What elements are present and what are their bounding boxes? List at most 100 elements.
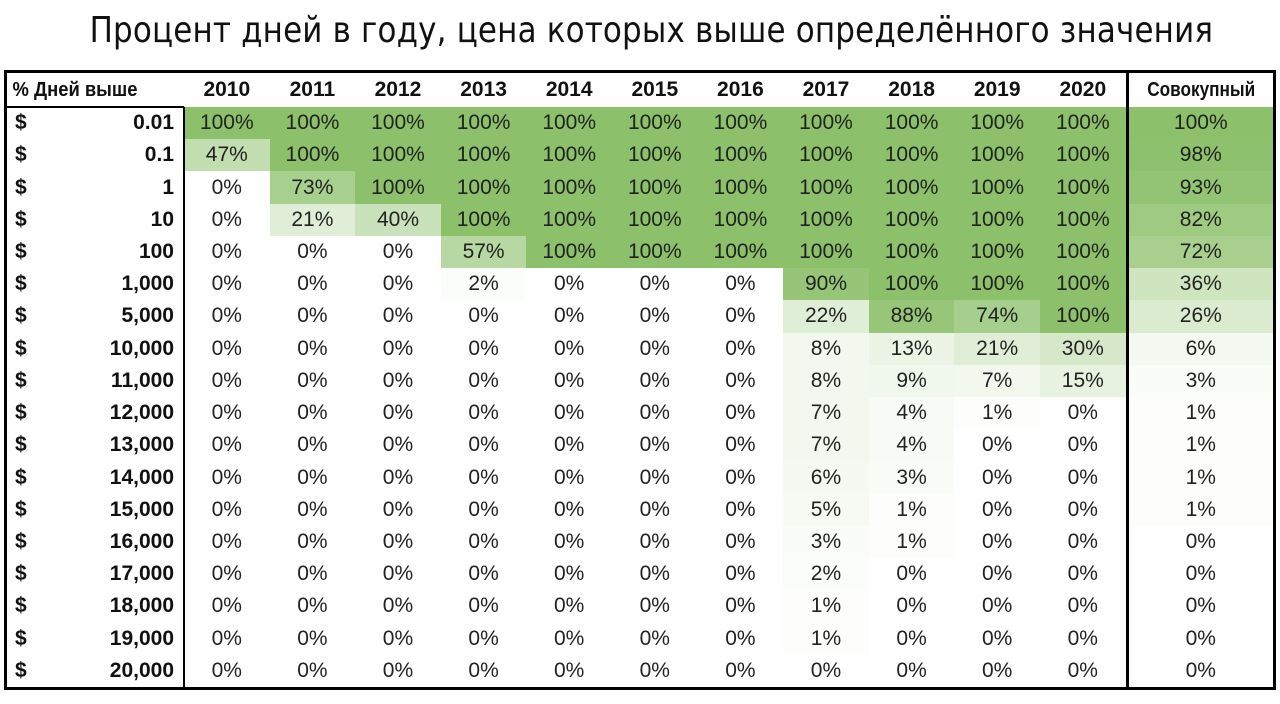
heatmap-cell: 0% xyxy=(612,397,698,430)
heatmap-cell: 0% xyxy=(1040,397,1126,430)
heatmap-cell: 100% xyxy=(783,107,869,140)
heatmap-cell: 100% xyxy=(783,139,869,172)
currency-symbol: $ xyxy=(15,368,27,392)
heatmap-cell: 7% xyxy=(783,429,869,462)
heatmap-cell: 0% xyxy=(440,654,527,687)
heatmap-cell: 100% xyxy=(269,107,356,140)
heatmap-cell: 8% xyxy=(783,332,869,365)
heatmap-cell: 0% xyxy=(526,558,612,591)
heatmap-cell: 0% xyxy=(355,235,441,269)
row-price-label: 10,000 xyxy=(109,336,174,360)
heatmap-cell: 0% xyxy=(697,622,784,655)
currency-symbol: $ xyxy=(15,239,27,263)
heatmap-cell: 100% xyxy=(1040,107,1126,140)
heatmap-cell: 100% xyxy=(868,268,955,301)
heatmap-cell: 0% xyxy=(526,622,612,655)
heatmap-cell: 0% xyxy=(440,590,527,623)
total-cell: 1% xyxy=(1128,429,1273,462)
currency-symbol: $ xyxy=(15,433,27,457)
heatmap-cell: 100% xyxy=(1040,139,1126,172)
heatmap-cell: 0% xyxy=(440,461,527,494)
heatmap-cell: 0% xyxy=(440,397,527,430)
heatmap-cell: 0% xyxy=(355,654,441,687)
total-cell: 93% xyxy=(1128,171,1273,204)
heatmap-cell: 0% xyxy=(440,300,527,333)
heatmap-cell: 0% xyxy=(697,300,784,333)
column-header-2019: 2019 xyxy=(973,78,1021,101)
heatmap-cell: 0% xyxy=(355,493,441,526)
heatmap-cell: 0% xyxy=(1040,493,1126,526)
heatmap-cell: 100% xyxy=(612,203,698,236)
heatmap-cell: 0% xyxy=(269,332,356,365)
heatmap-cell: 0% xyxy=(184,300,270,333)
heatmap-cell: 0% xyxy=(783,654,869,687)
currency-symbol: $ xyxy=(15,562,27,586)
heatmap-cell: 90% xyxy=(783,268,869,301)
column-header-2013: 2013 xyxy=(460,78,507,101)
heatmap-cell: 1% xyxy=(783,590,869,623)
heatmap-cell: 0% xyxy=(612,493,698,526)
heatmap-cell: 0% xyxy=(526,525,612,559)
heatmap-cell: 0% xyxy=(526,654,612,687)
heatmap-cell: 0% xyxy=(269,235,356,269)
heatmap-cell: 100% xyxy=(440,139,527,172)
heatmap-cell: 0% xyxy=(612,622,698,655)
heatmap-cell: 0% xyxy=(355,558,441,591)
heatmap-cell: 0% xyxy=(440,429,527,462)
heatmap-cell: 0% xyxy=(1040,525,1126,559)
heatmap-cell: 9% xyxy=(868,364,955,397)
heatmap-cell: 100% xyxy=(783,203,869,236)
total-cell: 0% xyxy=(1128,622,1273,655)
total-cell: 98% xyxy=(1128,139,1273,172)
currency-symbol: $ xyxy=(15,304,27,328)
row-price-label: 11,000 xyxy=(110,368,174,392)
column-header-2015: 2015 xyxy=(631,78,679,101)
heatmap-cell: 0% xyxy=(440,525,527,559)
currency-symbol: $ xyxy=(15,272,27,296)
heatmap-cell: 0% xyxy=(184,493,270,526)
heatmap-cell: 100% xyxy=(526,107,612,140)
heatmap-cell: 100% xyxy=(868,171,955,204)
heatmap-cell: 30% xyxy=(1040,332,1126,365)
heatmap-cell: 0% xyxy=(612,364,698,397)
heatmap-cell: 100% xyxy=(526,235,612,269)
heatmap-cell: 0% xyxy=(526,332,612,365)
currency-symbol: $ xyxy=(15,207,27,231)
heatmap-cell: 100% xyxy=(269,139,356,172)
total-cell: 1% xyxy=(1128,493,1273,526)
heatmap-cell: 0% xyxy=(355,525,441,559)
heatmap-cell: 0% xyxy=(868,654,955,687)
row-price-label: 10 xyxy=(150,207,174,231)
heatmap-cell: 0% xyxy=(184,461,270,494)
column-header-2018: 2018 xyxy=(888,78,935,101)
row-price-label: 100 xyxy=(138,239,174,263)
total-divider xyxy=(1125,73,1129,687)
heatmap-cell: 0% xyxy=(1040,654,1126,687)
heatmap-cell: 0% xyxy=(526,590,612,623)
heatmap-cell: 7% xyxy=(954,364,1040,397)
heatmap-table: % Дней выше 2010 2011 2012 2013 2014 2015 2016 2… xyxy=(4,70,1276,690)
column-header-2014: 2014 xyxy=(545,78,593,101)
heatmap-cell: 0% xyxy=(184,268,270,301)
heatmap-cell: 0% xyxy=(269,654,356,687)
heatmap-cell: 100% xyxy=(184,107,270,140)
heatmap-cell: 1% xyxy=(868,525,955,559)
row-price-label: 0.01 xyxy=(133,111,174,135)
row-price-label: 1,000 xyxy=(121,272,174,296)
heatmap-cell: 8% xyxy=(783,364,869,397)
heatmap-cell: 100% xyxy=(697,235,784,269)
heatmap-cell: 100% xyxy=(954,268,1040,301)
total-cell: 1% xyxy=(1128,461,1273,494)
heatmap-cell: 0% xyxy=(954,461,1040,494)
heatmap-cell: 0% xyxy=(868,622,955,655)
heatmap-cell: 1% xyxy=(954,397,1040,430)
heatmap-cell: 0% xyxy=(697,397,784,430)
row-price-label: 0.1 xyxy=(144,143,174,167)
heatmap-cell: 0% xyxy=(526,429,612,462)
total-cell: 26% xyxy=(1128,300,1273,333)
heatmap-cell: 1% xyxy=(783,622,869,655)
heatmap-cell: 100% xyxy=(954,203,1040,236)
heatmap-cell: 0% xyxy=(269,364,356,397)
heatmap-cell: 100% xyxy=(1040,235,1126,269)
header-divider xyxy=(7,106,184,108)
